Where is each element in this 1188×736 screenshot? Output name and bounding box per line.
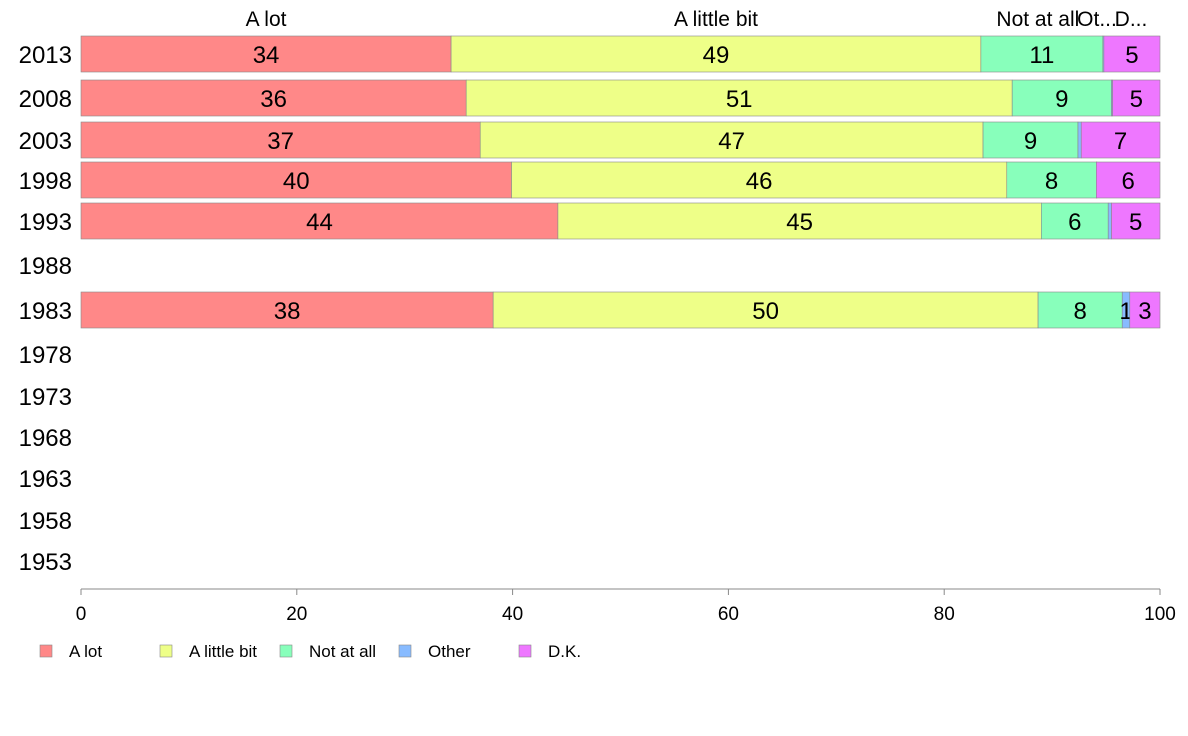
bar-segment [557, 202, 1042, 240]
bar-segment [1107, 202, 1112, 240]
category-label: 1973 [19, 384, 72, 411]
bar-segment [1112, 79, 1161, 117]
top-segment-label: Not at all [996, 8, 1079, 31]
category-label: 1968 [19, 425, 72, 452]
top-segment-label: Ot... [1077, 8, 1117, 31]
bar-segment [1111, 202, 1161, 240]
data-label: 8 [1073, 298, 1086, 325]
legend-label: D.K. [548, 642, 581, 661]
data-label: 45 [786, 209, 813, 236]
category-label: 1993 [19, 209, 72, 236]
x-tick-label: 40 [502, 604, 523, 625]
category-label: 1958 [19, 508, 72, 535]
data-label: 3 [1138, 298, 1151, 325]
data-label: 9 [1024, 128, 1037, 155]
bar-segment [1103, 35, 1161, 73]
category-label: 2008 [19, 86, 72, 113]
bar-segment [479, 121, 984, 159]
x-tick-label: 80 [934, 604, 955, 625]
bar-segment [80, 121, 481, 159]
data-label: 8 [1045, 168, 1058, 195]
legend-swatch [279, 644, 293, 658]
bar-segment [511, 161, 1008, 199]
data-label: 44 [306, 209, 333, 236]
legend-label: A little bit [189, 642, 257, 661]
legend-swatch [159, 644, 173, 658]
legend-label: Not at all [309, 642, 376, 661]
data-label: 46 [746, 168, 773, 195]
bar-segment [982, 121, 1079, 159]
bar-segment [80, 202, 559, 240]
bar-segment [465, 79, 1013, 117]
bar-segment [450, 35, 982, 73]
category-label: 1953 [19, 549, 72, 576]
data-label: 9 [1055, 86, 1068, 113]
top-segment-label: A little bit [674, 8, 758, 31]
category-label: 2003 [19, 128, 72, 155]
bar-segment [1006, 161, 1097, 199]
bar-segment [80, 291, 494, 329]
legend-swatch [39, 644, 53, 658]
data-label: 47 [718, 128, 745, 155]
legend-swatch [518, 644, 532, 658]
data-label: 7 [1114, 128, 1127, 155]
top-segment-label: D... [1115, 8, 1148, 31]
bar-segment [1037, 291, 1123, 329]
data-label: 6 [1121, 168, 1134, 195]
data-label: 34 [253, 42, 280, 69]
bar-segment [1041, 202, 1109, 240]
category-label: 1983 [19, 298, 72, 325]
category-label: 1998 [19, 168, 72, 195]
data-label: 1 [1119, 298, 1132, 325]
data-label: 11 [1029, 42, 1054, 69]
data-label: 5 [1130, 86, 1143, 113]
top-segment-label: A lot [246, 8, 287, 31]
bar-segment [1077, 121, 1082, 159]
data-label: 49 [703, 42, 730, 69]
legend-label: Other [428, 642, 471, 661]
data-label: 38 [274, 298, 301, 325]
bar-segment [1096, 161, 1161, 199]
data-label: 37 [267, 128, 294, 155]
bar-segment [80, 161, 512, 199]
category-label: 1963 [19, 466, 72, 493]
legend-label: A lot [69, 642, 102, 661]
bar-segment [80, 35, 452, 73]
bar-segment [492, 291, 1039, 329]
data-label: 40 [283, 168, 310, 195]
data-label: 6 [1068, 209, 1081, 236]
bar-segment [1129, 291, 1161, 329]
data-label: 36 [260, 86, 287, 113]
category-label: 1978 [19, 342, 72, 369]
bar-segment [980, 35, 1104, 73]
legend-swatch [398, 644, 412, 658]
x-tick-label: 100 [1144, 604, 1176, 625]
x-tick-label: 20 [286, 604, 307, 625]
x-tick-label: 0 [76, 604, 87, 625]
data-label: 51 [726, 86, 753, 113]
data-label: 50 [752, 298, 779, 325]
bar-segment [1080, 121, 1161, 159]
data-label: 5 [1129, 209, 1142, 236]
x-tick-label: 60 [718, 604, 739, 625]
category-label: 2013 [19, 42, 72, 69]
bar-segment [1011, 79, 1112, 117]
bar-segment [80, 79, 467, 117]
category-label: 1988 [19, 253, 72, 280]
data-label: 5 [1125, 42, 1138, 69]
